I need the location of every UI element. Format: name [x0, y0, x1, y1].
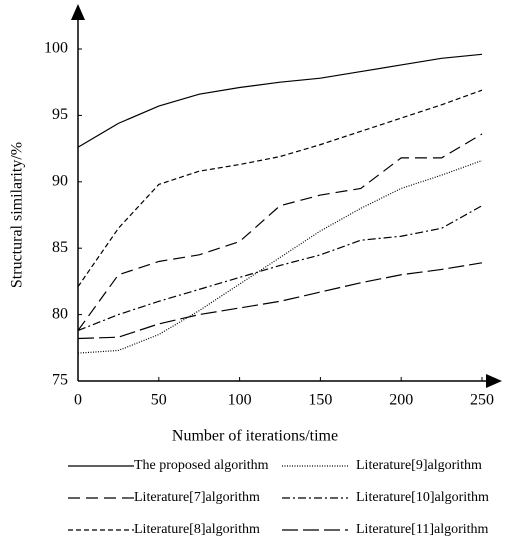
- legend-label: Literature[11]algorithm: [356, 522, 489, 537]
- y-tick-label: 90: [52, 172, 68, 189]
- series-line: [77, 53, 483, 148]
- legend-label: Literature[10]algorithm: [356, 490, 489, 505]
- y-tick-label: 80: [52, 305, 68, 322]
- series-line: [77, 89, 483, 288]
- legend-label: Literature[7]algorithm: [134, 490, 260, 505]
- x-tick-label: 0: [74, 392, 82, 409]
- series-line: [77, 159, 483, 354]
- y-axis-arrow: [71, 4, 85, 20]
- series-line: [77, 262, 483, 340]
- y-tick-label: 85: [52, 239, 68, 256]
- series-line: [77, 205, 483, 332]
- x-tick-label: 150: [308, 392, 332, 409]
- y-tick-label: 100: [44, 40, 68, 57]
- y-tick-label: 95: [52, 106, 68, 123]
- legend-label: The proposed algorithm: [134, 458, 269, 473]
- legend-label: Literature[9]algorithm: [356, 458, 482, 473]
- y-tick-label: 75: [52, 372, 68, 389]
- x-axis-label: Number of iterations/time: [172, 428, 338, 445]
- y-axis-label: Structural similarity/%: [9, 142, 26, 288]
- x-tick-label: 200: [389, 392, 413, 409]
- x-tick-label: 50: [151, 392, 167, 409]
- x-tick-label: 250: [470, 392, 494, 409]
- x-axis-arrow: [486, 374, 502, 388]
- x-tick-label: 100: [228, 392, 252, 409]
- legend-label: Literature[8]algorithm: [134, 522, 260, 537]
- series-line: [77, 133, 483, 331]
